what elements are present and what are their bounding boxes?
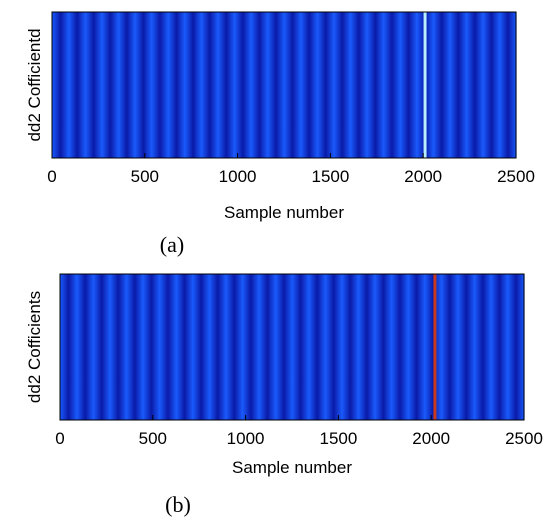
chart-a-y-axis-label: dd2 Cofficientd (25, 28, 44, 141)
heatmap-band (234, 12, 252, 158)
heatmap-band (400, 12, 418, 158)
heatmap-band (325, 274, 343, 420)
heatmap-band (250, 12, 269, 158)
heatmap-band (85, 12, 103, 158)
chart-a-x-axis-label: Sample number (224, 203, 344, 222)
heatmap-band (159, 274, 177, 420)
heatmap-band (457, 274, 475, 420)
chart-a-heatmap (52, 12, 517, 158)
heatmap-band (350, 12, 368, 158)
heatmap-band (449, 12, 467, 158)
heatmap-band (490, 274, 509, 420)
heatmap-band (176, 274, 194, 420)
heatmap-band (366, 12, 385, 158)
heatmap-band (433, 12, 451, 158)
heatmap-band (474, 274, 492, 420)
chart-b-heatmap (60, 274, 525, 420)
heatmap-band (118, 12, 136, 158)
chart-b-x-axis-label: Sample number (232, 458, 352, 477)
x-tick-label: 0 (47, 167, 56, 186)
heatmap-band (142, 274, 161, 420)
heatmap-band (184, 12, 202, 158)
x-tick-label: 500 (139, 429, 167, 448)
heatmap-band (308, 274, 326, 420)
x-tick-label: 1000 (227, 429, 265, 448)
heatmap-band (258, 274, 277, 420)
heatmap-band (242, 274, 260, 420)
x-tick-label: 1000 (219, 167, 257, 186)
heatmap-band (134, 12, 153, 158)
heatmap-band (192, 274, 210, 420)
heatmap-band (126, 274, 144, 420)
chart-a-axes-box (51, 11, 517, 159)
x-tick-label: 1500 (311, 167, 349, 186)
heatmap-band (300, 12, 318, 158)
heatmap-band (374, 274, 393, 420)
heatmap-band (341, 274, 359, 420)
highlight-line (433, 274, 437, 420)
chart-a: 0 500 1000 1500 2000 2500 Sample number dd2 C… (25, 11, 535, 257)
x-tick-label: 2000 (412, 429, 450, 448)
x-tick-label: 2000 (404, 167, 442, 186)
x-tick-label: 500 (131, 167, 159, 186)
heatmap-band (109, 274, 127, 420)
heatmap-band (209, 274, 227, 420)
heatmap-band (333, 12, 351, 158)
heatmap-band (358, 274, 376, 420)
chart-a-x-ticks: 0 500 1000 1500 2000 2500 (47, 153, 535, 186)
heatmap-band (507, 274, 525, 420)
highlight-line (423, 12, 427, 158)
heatmap-band (52, 12, 70, 158)
x-tick-label: 2500 (497, 167, 535, 186)
heatmap-band (499, 12, 517, 158)
heatmap-band (317, 12, 335, 158)
heatmap-band (201, 12, 219, 158)
heatmap-band (408, 274, 426, 420)
heatmap-band (60, 274, 78, 420)
heatmap-band (101, 12, 119, 158)
chart-b-y-axis-label: dd2 Cofficients (25, 291, 44, 403)
heatmap-band (284, 12, 302, 158)
heatmap-band (93, 274, 111, 420)
x-tick-label: 0 (55, 429, 64, 448)
heatmap-band (391, 274, 409, 420)
heatmap-band (383, 12, 401, 158)
heatmap-band (168, 12, 186, 158)
heatmap-band (441, 274, 459, 420)
chart-b: 0 500 1000 1500 2000 2500 Sample number dd2 C… (25, 273, 543, 517)
heatmap-band (466, 12, 484, 158)
heatmap-band (482, 12, 501, 158)
chart-b-caption: (b) (165, 492, 191, 517)
heatmap-band (68, 12, 86, 158)
heatmap-band (424, 274, 442, 420)
heatmap-band (217, 12, 235, 158)
heatmap-band (225, 274, 243, 420)
x-tick-label: 1500 (319, 429, 357, 448)
heatmap-band (275, 274, 293, 420)
chart-b-axes-box (59, 273, 525, 421)
heatmap-band (76, 274, 94, 420)
heatmap-band (267, 12, 285, 158)
heatmap-band (292, 274, 310, 420)
chart-a-caption: (a) (160, 232, 184, 257)
x-tick-label: 2500 (505, 429, 543, 448)
heatmap-band (151, 12, 169, 158)
chart-b-x-ticks: 0 500 1000 1500 2000 2500 (55, 415, 543, 448)
